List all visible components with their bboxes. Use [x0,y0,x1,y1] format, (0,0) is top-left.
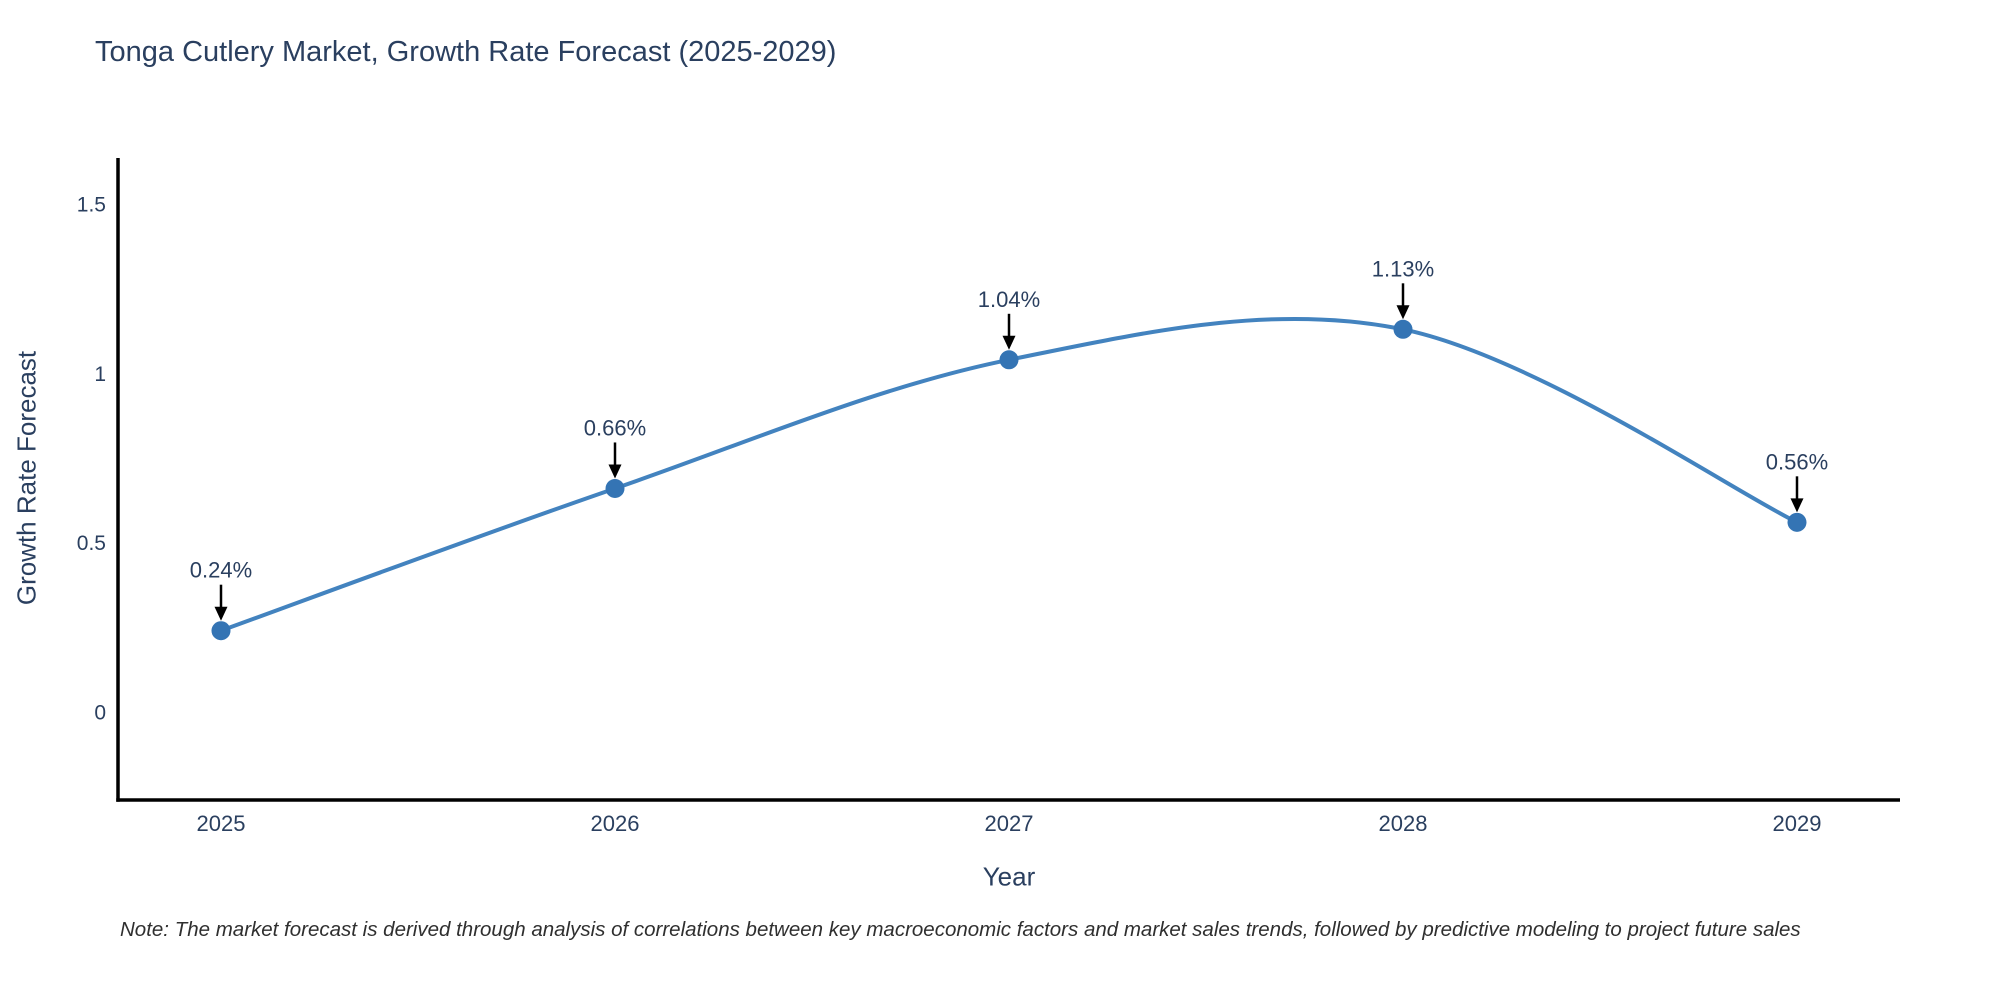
annotation-arrowhead-icon [1002,335,1016,350]
y-tick-label: 1 [94,363,106,386]
data-point-marker[interactable] [1393,319,1413,339]
footnote: Note: The market forecast is derived thr… [120,918,1801,941]
data-point-label: 1.13% [1372,256,1434,281]
y-tick-label: 0.5 [77,532,106,555]
data-point-label: 0.66% [584,415,646,440]
x-tick-label: 2026 [591,811,640,836]
data-point-label: 0.24% [190,558,252,583]
data-point-marker[interactable] [605,478,625,498]
y-tick-label: 0 [94,701,106,724]
y-axis-title: Growth Rate Forecast [11,350,42,606]
y-tick-label: 1.5 [77,194,106,217]
data-point-marker[interactable] [211,621,231,641]
data-point-label: 0.56% [1766,449,1828,474]
annotation-arrowhead-icon [1396,305,1410,320]
x-axis-title: Year [982,861,1036,892]
chart-title: Tonga Cutlery Market, Growth Rate Foreca… [95,36,837,68]
data-point-label: 1.04% [978,287,1040,312]
x-tick-label: 2029 [1773,811,1822,836]
annotation-arrowhead-icon [1790,498,1804,513]
x-tick-label: 2025 [197,811,246,836]
annotation-arrowhead-icon [608,464,622,479]
annotation-arrowhead-icon [214,606,228,621]
data-point-marker[interactable] [1787,512,1807,532]
x-tick-label: 2028 [1379,811,1428,836]
data-point-marker[interactable] [999,350,1019,370]
x-tick-label: 2027 [985,811,1034,836]
